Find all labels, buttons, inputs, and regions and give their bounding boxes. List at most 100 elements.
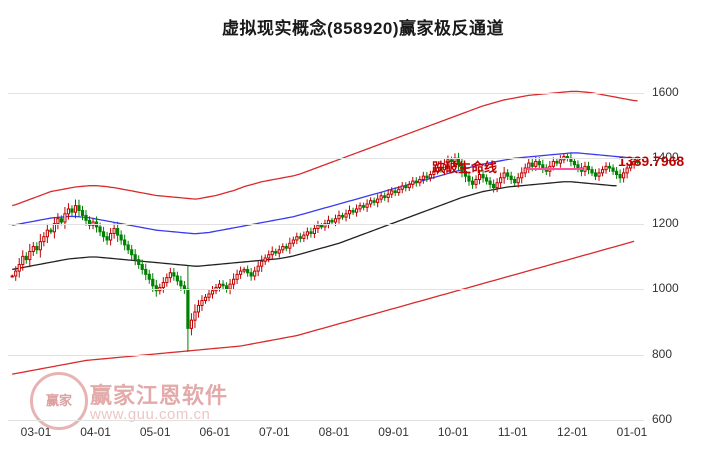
candle-body	[629, 164, 633, 169]
candle-body	[207, 293, 211, 298]
candle-body	[295, 236, 299, 241]
y-tick-label: 600	[652, 412, 673, 426]
candle-body	[270, 250, 274, 256]
candle-body	[288, 242, 292, 249]
candle-body	[256, 265, 260, 272]
candle-body	[274, 250, 278, 254]
candle-body	[618, 174, 622, 179]
candle-body	[622, 172, 626, 179]
candle-body	[537, 160, 541, 166]
candle-body	[249, 272, 253, 277]
grid-line	[8, 223, 644, 225]
candle-body	[277, 249, 281, 254]
candle-body	[541, 164, 545, 169]
candle-body	[217, 283, 222, 288]
candle-body	[242, 268, 246, 272]
candle-body	[351, 210, 355, 213]
candle-body	[133, 254, 137, 261]
candle-body	[189, 319, 194, 329]
candle-body	[397, 188, 401, 194]
y-tick-label: 1000	[652, 281, 679, 296]
x-tick-label: 09-01	[378, 425, 409, 439]
candle-body	[126, 244, 130, 251]
x-tick-label: 06-01	[199, 425, 231, 439]
candle-body	[439, 167, 443, 171]
candle-body	[260, 260, 264, 267]
y-tick-label: 1400	[652, 150, 679, 165]
candle-body	[38, 241, 42, 251]
candle-body	[130, 249, 134, 256]
candle-body	[73, 205, 78, 213]
x-tick-label: 04-01	[80, 425, 111, 439]
candle-body	[586, 165, 591, 171]
x-tick-label: 05-01	[139, 425, 171, 439]
candle-body	[625, 167, 629, 174]
candle-body	[358, 205, 362, 210]
candle-body	[404, 185, 408, 189]
candle-body	[467, 175, 471, 182]
candle-body	[24, 255, 28, 261]
grid-line	[8, 92, 644, 94]
candle-body	[369, 200, 373, 205]
candle-body	[446, 159, 450, 166]
candle-body	[203, 296, 208, 302]
watermark-brand: 赢家江恩软件	[90, 383, 229, 408]
grid-line	[8, 354, 644, 356]
candle-body	[333, 218, 338, 223]
candle-body	[151, 278, 155, 287]
life-line-annotation: 跌破生命线	[432, 159, 498, 175]
watermark-seal-icon: 赢家	[30, 372, 88, 430]
candle-body	[344, 213, 348, 218]
candle-body	[116, 228, 120, 236]
candle-body	[316, 224, 320, 230]
candle-body	[354, 208, 359, 213]
candle-body	[365, 203, 369, 208]
candle-body	[362, 205, 366, 208]
candle-body	[10, 275, 14, 278]
candle-body	[516, 177, 520, 184]
candle-body	[239, 270, 243, 275]
candle-body	[607, 165, 612, 169]
candle-body	[555, 160, 559, 164]
candle-body	[42, 236, 46, 243]
candle-body	[393, 190, 397, 194]
candle-body	[144, 268, 148, 275]
candle-body	[291, 239, 295, 244]
candle-body	[193, 311, 197, 321]
chart-svg	[10, 90, 640, 375]
candle-body	[63, 213, 67, 223]
candle-body	[109, 232, 113, 241]
candle-body	[168, 272, 172, 279]
candle-body	[267, 254, 271, 259]
candle-body	[435, 167, 439, 172]
candle-body	[428, 174, 432, 179]
x-tick-label: 03-01	[20, 425, 52, 439]
candle-body	[379, 195, 383, 200]
x-tick-label: 12-01	[557, 425, 588, 439]
candle-body	[263, 257, 267, 262]
watermark: 赢家 赢家江恩软件 www.guu.com.cn	[30, 372, 290, 434]
candle-body	[302, 234, 306, 239]
candle-body	[221, 283, 225, 287]
candle-body	[246, 268, 250, 274]
candle-body	[534, 160, 538, 167]
candle-body	[558, 159, 562, 164]
candle-body	[337, 214, 341, 220]
series-line	[12, 152, 635, 235]
candle-body	[611, 167, 615, 172]
candle-body	[179, 280, 183, 287]
candle-body	[421, 175, 425, 180]
candle-body	[77, 205, 81, 212]
candle-body	[45, 229, 49, 238]
x-tick-label: 08-01	[318, 425, 350, 439]
candle-body	[123, 239, 127, 246]
candle-body	[340, 214, 345, 218]
candle-body	[35, 246, 39, 251]
grid-line	[8, 289, 644, 291]
candle-body	[576, 164, 580, 169]
candle-body	[460, 164, 464, 172]
y-tick-label: 1200	[652, 215, 679, 230]
x-tick-label: 07-01	[259, 425, 290, 439]
candle-body	[383, 195, 387, 198]
